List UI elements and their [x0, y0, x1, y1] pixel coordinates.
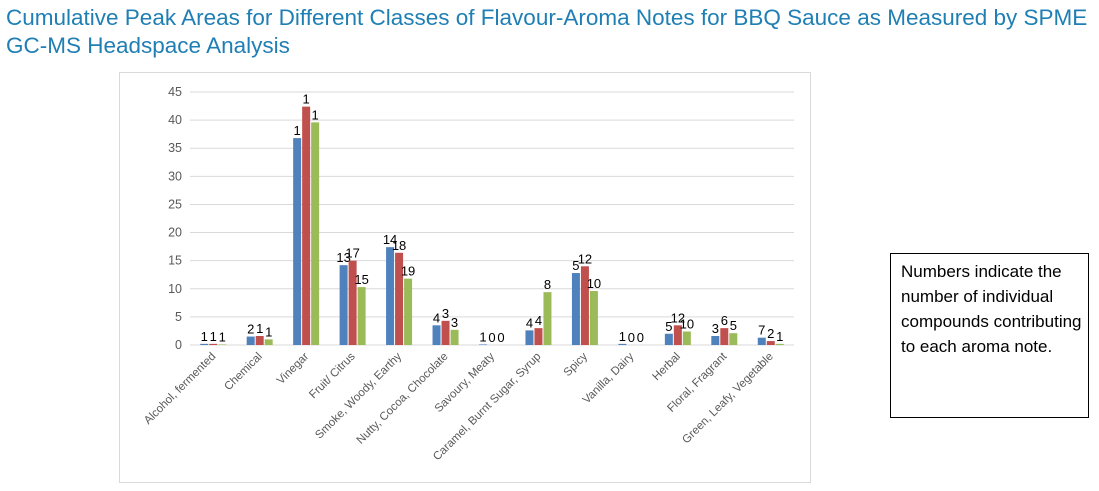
- bar: [386, 247, 395, 345]
- data-label: 2: [247, 322, 254, 337]
- y-tick-label: 30: [168, 169, 182, 183]
- y-tick-label: 10: [168, 282, 182, 296]
- y-tick-label: 20: [168, 226, 182, 240]
- bar: [395, 252, 404, 345]
- y-tick-label: 0: [175, 338, 182, 352]
- x-tick-label: Chemical: [222, 351, 264, 393]
- data-label: 5: [665, 319, 672, 334]
- data-label: 0: [488, 330, 495, 345]
- data-label: 7: [758, 323, 765, 338]
- x-tick-label: Green, Leafy, Vegetable: [680, 351, 776, 447]
- data-label: 1: [294, 123, 301, 138]
- x-tick-label: Spicy: [562, 350, 591, 379]
- data-label: 0: [637, 330, 644, 345]
- data-label: 4: [535, 313, 542, 328]
- bar: [618, 343, 627, 345]
- data-label: 4: [433, 310, 440, 325]
- bar: [357, 287, 366, 345]
- data-label: 1: [201, 329, 208, 344]
- data-label: 1: [265, 324, 272, 339]
- data-label: 1: [776, 329, 783, 344]
- bar: [404, 278, 413, 345]
- data-label: 10: [587, 276, 601, 291]
- data-label: 2: [767, 326, 774, 341]
- data-label: 1: [210, 329, 217, 344]
- x-tick-label: Vinegar: [275, 351, 311, 387]
- bar: [729, 333, 738, 345]
- data-label: 4: [526, 315, 533, 330]
- bar: [293, 138, 302, 345]
- data-label: 18: [392, 238, 406, 253]
- bar: [525, 330, 534, 345]
- data-label: 1: [479, 329, 486, 344]
- data-label: 1: [303, 92, 310, 107]
- data-label: 1: [219, 329, 226, 344]
- y-tick-label: 5: [175, 310, 182, 324]
- bar: [589, 291, 598, 345]
- bar: [757, 337, 766, 345]
- bar: [450, 329, 459, 345]
- x-tick-label: Herbal: [651, 351, 683, 383]
- bar: [339, 265, 348, 345]
- data-label: 3: [451, 315, 458, 330]
- chart-title: Cumulative Peak Areas for Different Clas…: [6, 5, 1088, 58]
- data-label: 5: [572, 258, 579, 273]
- data-label: 3: [442, 306, 449, 321]
- x-tick-label: Smoke, Woody, Earthy: [313, 350, 404, 441]
- bar: [479, 344, 487, 345]
- data-label: 1: [619, 329, 626, 344]
- bar: [246, 336, 255, 345]
- bar: [543, 292, 552, 345]
- bar: [534, 328, 543, 345]
- bar-chart: 051015202530354045Cumulative % peak area…: [142, 85, 794, 463]
- data-label: 8: [544, 277, 551, 292]
- y-tick-label: 15: [168, 254, 182, 268]
- bar: [302, 106, 311, 345]
- data-label: 12: [671, 310, 685, 325]
- bar: [209, 343, 218, 345]
- note-box: Numbers indicate the number of individua…: [890, 253, 1089, 418]
- x-tick-label: Alcohol, fermented: [142, 351, 218, 427]
- data-label: 15: [354, 272, 368, 287]
- bar: [200, 343, 209, 345]
- x-tick-label: Fruit/ Citrus: [307, 350, 358, 401]
- data-label: 13: [336, 250, 350, 265]
- data-label: 10: [680, 317, 694, 332]
- data-label: 0: [628, 330, 635, 345]
- bar: [432, 325, 441, 345]
- bar: [571, 273, 580, 345]
- data-label: 12: [578, 251, 592, 266]
- bar: [682, 331, 691, 345]
- data-label: 19: [401, 264, 415, 279]
- bar: [580, 266, 589, 345]
- bar: [664, 333, 673, 345]
- bar: [264, 339, 273, 345]
- bar: [711, 336, 720, 345]
- data-label: 1: [256, 321, 263, 336]
- data-label: 14: [383, 232, 397, 247]
- bar: [255, 336, 264, 345]
- data-label: 17: [345, 246, 359, 261]
- bar: [673, 325, 682, 345]
- data-label: 3: [712, 321, 719, 336]
- bar: [348, 260, 357, 345]
- chart-area: 051015202530354045Cumulative % peak area…: [119, 72, 811, 483]
- bar: [441, 320, 450, 345]
- data-label: 5: [730, 318, 737, 333]
- x-tick-label: Nutty, Cocoa, Chocolate: [355, 351, 451, 447]
- y-tick-label: 25: [168, 197, 182, 211]
- bar: [766, 341, 775, 345]
- data-label: 0: [497, 330, 504, 345]
- y-tick-label: 40: [168, 113, 182, 127]
- bar: [311, 122, 320, 345]
- y-tick-label: 35: [168, 141, 182, 155]
- y-tick-label: 45: [168, 85, 182, 99]
- bar: [720, 328, 729, 345]
- data-label: 6: [721, 313, 728, 328]
- bar: [775, 343, 784, 345]
- data-label: 1: [312, 107, 319, 122]
- bar: [218, 344, 227, 345]
